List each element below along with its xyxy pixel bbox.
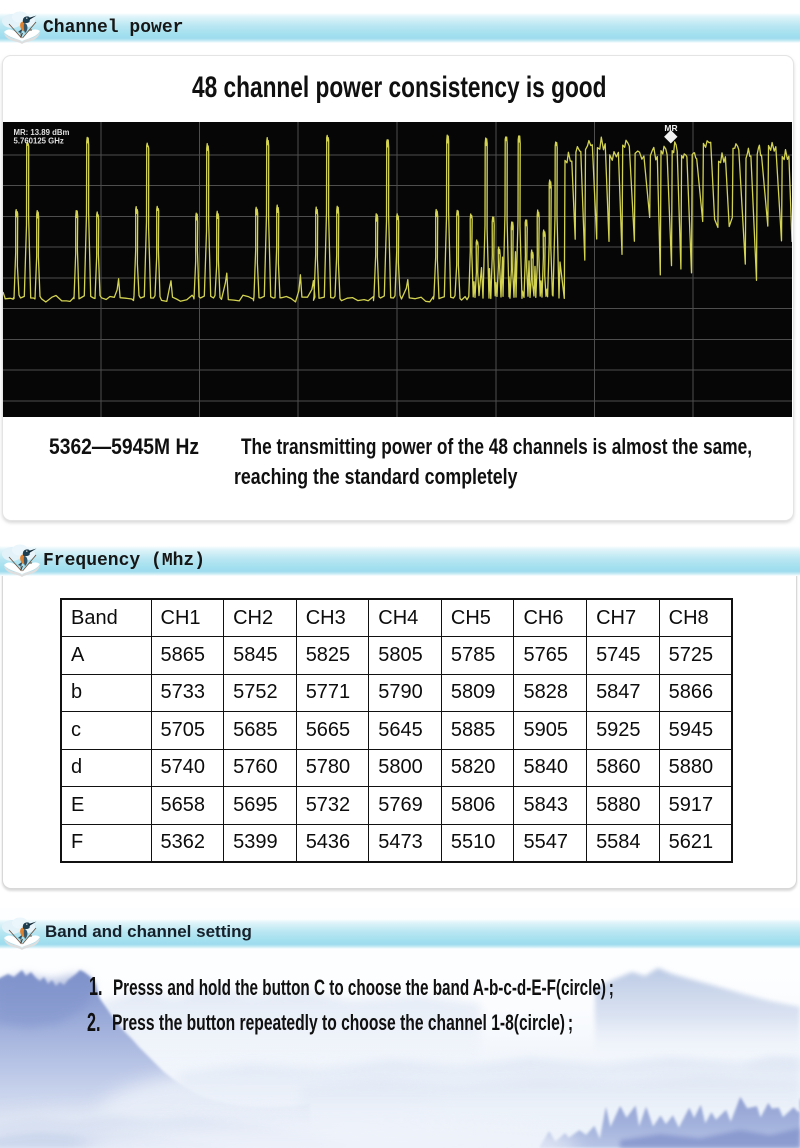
svg-text:MR: MR xyxy=(664,123,677,133)
svg-text:MR: 13.89 dBm: MR: 13.89 dBm xyxy=(14,128,70,137)
svg-text:5.760125 GHz: 5.760125 GHz xyxy=(14,137,64,146)
